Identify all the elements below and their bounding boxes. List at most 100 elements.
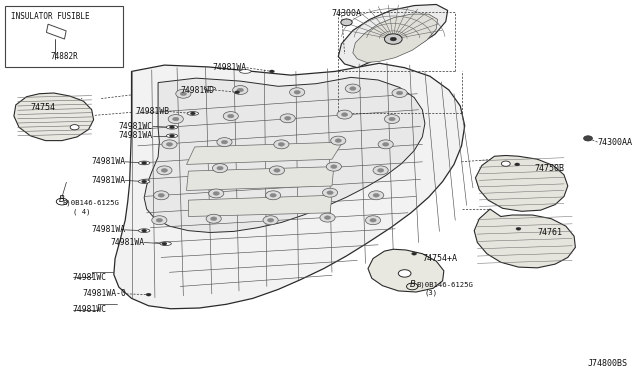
- Circle shape: [385, 115, 399, 124]
- Circle shape: [278, 142, 285, 146]
- Polygon shape: [186, 142, 342, 164]
- Circle shape: [285, 116, 291, 120]
- Circle shape: [168, 115, 184, 124]
- Circle shape: [70, 125, 79, 130]
- Circle shape: [162, 242, 167, 245]
- Polygon shape: [188, 195, 332, 217]
- Circle shape: [345, 84, 360, 93]
- Circle shape: [390, 37, 396, 41]
- Circle shape: [274, 169, 280, 172]
- Text: 74981WA: 74981WA: [91, 157, 125, 166]
- Circle shape: [378, 140, 393, 149]
- Ellipse shape: [160, 242, 172, 246]
- Circle shape: [233, 86, 248, 94]
- Circle shape: [206, 214, 221, 223]
- Circle shape: [389, 117, 395, 121]
- Circle shape: [373, 193, 380, 197]
- Circle shape: [331, 136, 346, 145]
- Circle shape: [323, 188, 338, 197]
- Text: ( 4): ( 4): [73, 208, 90, 215]
- Circle shape: [228, 114, 234, 118]
- Polygon shape: [476, 155, 568, 211]
- Circle shape: [383, 142, 389, 146]
- Circle shape: [190, 112, 195, 115]
- Circle shape: [501, 161, 510, 166]
- Circle shape: [158, 193, 164, 197]
- Circle shape: [280, 114, 295, 123]
- Circle shape: [141, 180, 147, 183]
- Polygon shape: [114, 63, 465, 309]
- Circle shape: [274, 140, 289, 149]
- Text: B)0B146-6125G: B)0B146-6125G: [62, 199, 119, 206]
- Polygon shape: [368, 249, 444, 292]
- Text: 74981WC: 74981WC: [73, 305, 107, 314]
- Text: (3): (3): [425, 290, 438, 296]
- Circle shape: [331, 165, 337, 169]
- Polygon shape: [353, 14, 438, 62]
- Circle shape: [154, 191, 169, 200]
- Text: 74981WC: 74981WC: [119, 122, 153, 131]
- Text: 74754+A: 74754+A: [422, 254, 458, 263]
- Circle shape: [337, 110, 352, 119]
- Circle shape: [373, 166, 388, 175]
- Circle shape: [412, 252, 417, 255]
- Circle shape: [294, 90, 300, 94]
- Text: 74981WA: 74981WA: [212, 63, 246, 72]
- Circle shape: [398, 270, 411, 277]
- Circle shape: [516, 227, 521, 230]
- Circle shape: [327, 191, 333, 195]
- Circle shape: [211, 217, 217, 221]
- Circle shape: [217, 138, 232, 147]
- Circle shape: [341, 113, 348, 116]
- Circle shape: [152, 216, 167, 225]
- Circle shape: [180, 92, 186, 96]
- Circle shape: [289, 88, 305, 97]
- Circle shape: [385, 34, 402, 44]
- Text: B)0B146-6125G: B)0B146-6125G: [416, 281, 473, 288]
- Ellipse shape: [138, 229, 150, 232]
- Circle shape: [270, 193, 276, 197]
- Ellipse shape: [166, 125, 178, 129]
- Circle shape: [335, 139, 341, 142]
- Text: 74750B: 74750B: [534, 164, 564, 173]
- Circle shape: [212, 164, 228, 173]
- Circle shape: [269, 166, 285, 175]
- Circle shape: [237, 88, 243, 92]
- Circle shape: [392, 89, 407, 97]
- Circle shape: [326, 162, 341, 171]
- Circle shape: [176, 89, 191, 98]
- Circle shape: [269, 70, 275, 73]
- Text: B: B: [59, 195, 65, 204]
- Text: 74981WC: 74981WC: [73, 273, 107, 282]
- Text: 74981WA-0: 74981WA-0: [83, 289, 127, 298]
- Polygon shape: [47, 24, 66, 39]
- Polygon shape: [144, 77, 425, 232]
- Text: 74981WA: 74981WA: [91, 176, 125, 185]
- Circle shape: [396, 91, 403, 95]
- Text: 74981WA: 74981WA: [91, 225, 125, 234]
- Circle shape: [146, 293, 151, 296]
- Text: 74981WD: 74981WD: [181, 86, 215, 94]
- Polygon shape: [339, 4, 447, 68]
- Text: 74882R: 74882R: [51, 52, 78, 61]
- Circle shape: [268, 218, 274, 222]
- Circle shape: [515, 163, 520, 166]
- Circle shape: [209, 189, 224, 198]
- Text: 74754: 74754: [30, 103, 55, 112]
- Ellipse shape: [204, 87, 216, 90]
- Ellipse shape: [187, 112, 198, 115]
- FancyBboxPatch shape: [5, 6, 124, 67]
- Circle shape: [213, 192, 220, 195]
- Text: 74981WA: 74981WA: [119, 131, 153, 140]
- Circle shape: [266, 191, 281, 200]
- Circle shape: [173, 117, 179, 121]
- Circle shape: [162, 140, 177, 149]
- Circle shape: [217, 166, 223, 170]
- Circle shape: [141, 161, 147, 164]
- Circle shape: [349, 87, 356, 90]
- Circle shape: [365, 216, 381, 225]
- Circle shape: [584, 136, 593, 141]
- Ellipse shape: [239, 70, 251, 73]
- Text: 74981WA: 74981WA: [110, 238, 144, 247]
- Circle shape: [378, 169, 384, 172]
